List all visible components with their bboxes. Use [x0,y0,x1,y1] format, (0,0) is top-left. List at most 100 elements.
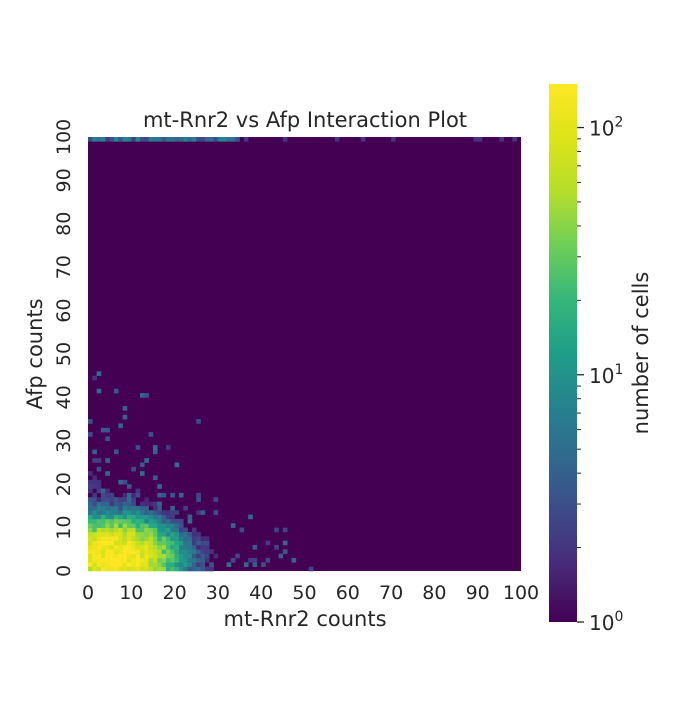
heatmap-cell [144,505,149,511]
heatmap-cell [148,531,154,537]
heatmap-cell [183,557,188,563]
heatmap-cell [118,562,123,567]
heatmap-cell [170,514,175,520]
x-tick-label: 70 [379,582,403,604]
heatmap-cell [109,544,115,550]
heatmap-cells [88,137,517,572]
heatmap-cell [144,562,149,567]
heatmap-cell [109,566,115,572]
heatmap-cell [105,427,110,433]
heatmap-cell [113,531,119,537]
heatmap-cell [144,458,149,463]
heatmap-cell [113,540,119,546]
heatmap-cell [170,549,175,554]
heatmap-cell [170,518,175,524]
heatmap-cell [92,449,97,455]
heatmap-cell [196,544,201,550]
heatmap-cell [126,566,132,572]
heatmap-cell [157,518,162,524]
heatmap-cell [157,484,162,489]
heatmap-cell [88,479,93,485]
heatmap-cell [122,505,128,511]
heatmap-cell [126,137,132,142]
heatmap-cell [109,540,115,546]
heatmap-cell [118,510,123,515]
heatmap-cell [92,527,97,533]
heatmap-cell [105,492,110,498]
heatmap-cell [230,557,236,563]
y-tick-label: 50 [53,342,75,366]
heatmap-cell [157,553,162,559]
heatmap-cell [161,510,167,515]
heatmap-cell [144,523,149,528]
heatmap-cell [178,492,184,498]
heatmap-cell [118,137,123,142]
heatmap-cell [109,514,115,520]
heatmap-cell [135,531,141,537]
colorbar-major-ticks: 100 101 102 [577,115,623,635]
heatmap-cell [161,536,167,541]
heatmap-cell [100,514,106,520]
heatmap-cell [109,553,115,559]
heatmap-cell [170,505,175,511]
heatmap-cell [88,137,93,142]
heatmap-cell [122,557,128,563]
heatmap-cell [122,406,128,411]
heatmap-cell [148,523,154,528]
heatmap-cell [191,566,197,572]
heatmap-cell [165,445,171,450]
heatmap-cell [100,553,106,559]
heatmap-cell [92,484,97,489]
heatmap-cell [131,501,136,507]
heatmap-cell [131,466,136,472]
heatmap-cell [113,562,119,567]
heatmap-cell [96,557,102,563]
x-axis-label: mt-Rnr2 counts [223,607,386,631]
heatmap-cell [135,137,141,142]
heatmap-cell [161,549,167,554]
heatmap-cell [135,492,141,498]
heatmap-cell [204,553,210,559]
heatmap-cell [105,562,110,567]
heatmap-cell [161,518,167,524]
heatmap-cell [187,544,193,550]
heatmap-cell [213,137,219,142]
heatmap-cell [131,562,136,567]
heatmap-cell [187,562,193,567]
heatmap-cell [92,510,97,515]
heatmap-cell [96,458,102,463]
heatmap-cell [191,536,197,541]
heatmap-cell [174,549,180,554]
heatmap-cell [170,536,175,541]
heatmap-cell [139,393,145,398]
heatmap-cell [92,549,97,554]
heatmap-cell [88,514,93,520]
heatmap-cell [126,562,132,567]
heatmap-cell [88,432,93,437]
heatmap-cell [196,540,201,546]
heatmap-cell [512,137,517,142]
heatmap-cell [178,553,184,559]
heatmap-cell [105,458,110,463]
heatmap-cell [157,549,162,554]
heatmap-cell [161,531,167,537]
heatmap-cell [144,544,149,550]
heatmap-cell [92,501,97,507]
heatmap-cell [161,544,167,550]
heatmap-cell [252,562,258,567]
heatmap-cell [122,479,128,485]
heatmap-cell [131,544,136,550]
heatmap-cell [157,566,162,572]
y-tick-label: 100 [53,119,75,155]
heatmap-cell [88,553,93,559]
heatmap-cell [473,137,478,142]
heatmap-cell [148,566,154,572]
heatmap-cell [196,419,201,424]
heatmap-cell [131,536,136,541]
heatmap-cell [105,531,110,537]
heatmap-cell [105,510,110,515]
heatmap-cell [92,497,97,502]
heatmap-cell [139,527,145,533]
heatmap-cell [105,566,110,572]
heatmap-cell [161,566,167,572]
